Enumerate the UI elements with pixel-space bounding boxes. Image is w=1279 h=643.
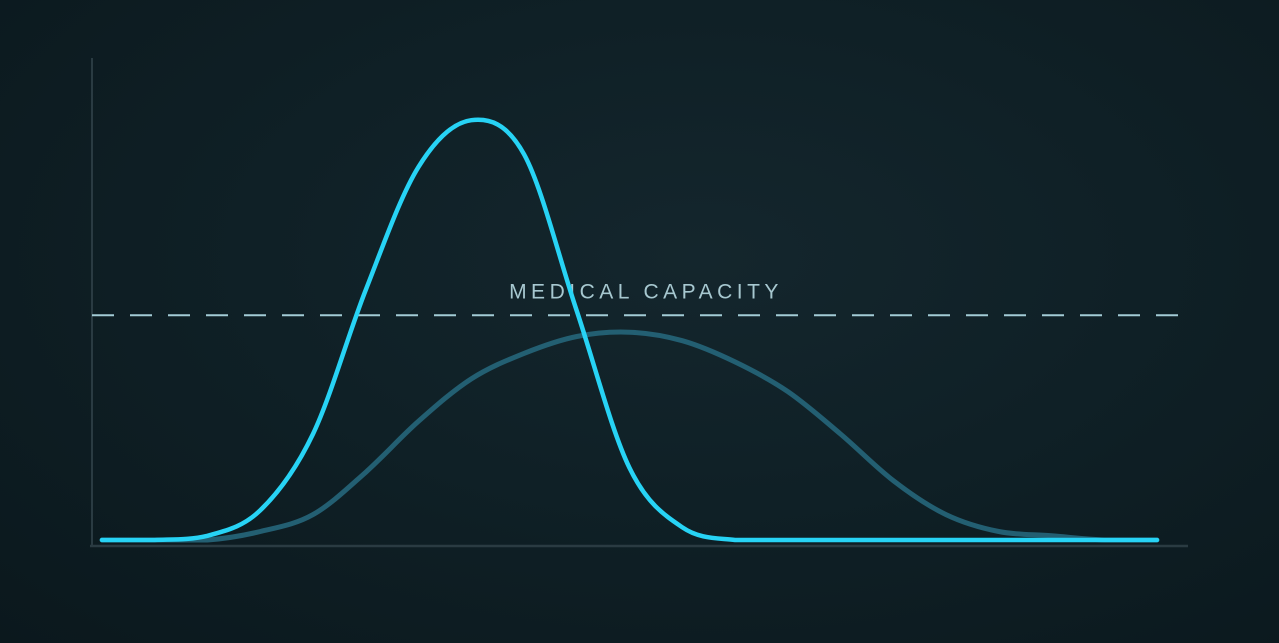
medical-capacity-label: MEDICAL CAPACITY	[509, 280, 783, 303]
series-tall-peak-curve	[99, 117, 1160, 543]
series-flattened-curve	[99, 329, 1160, 543]
